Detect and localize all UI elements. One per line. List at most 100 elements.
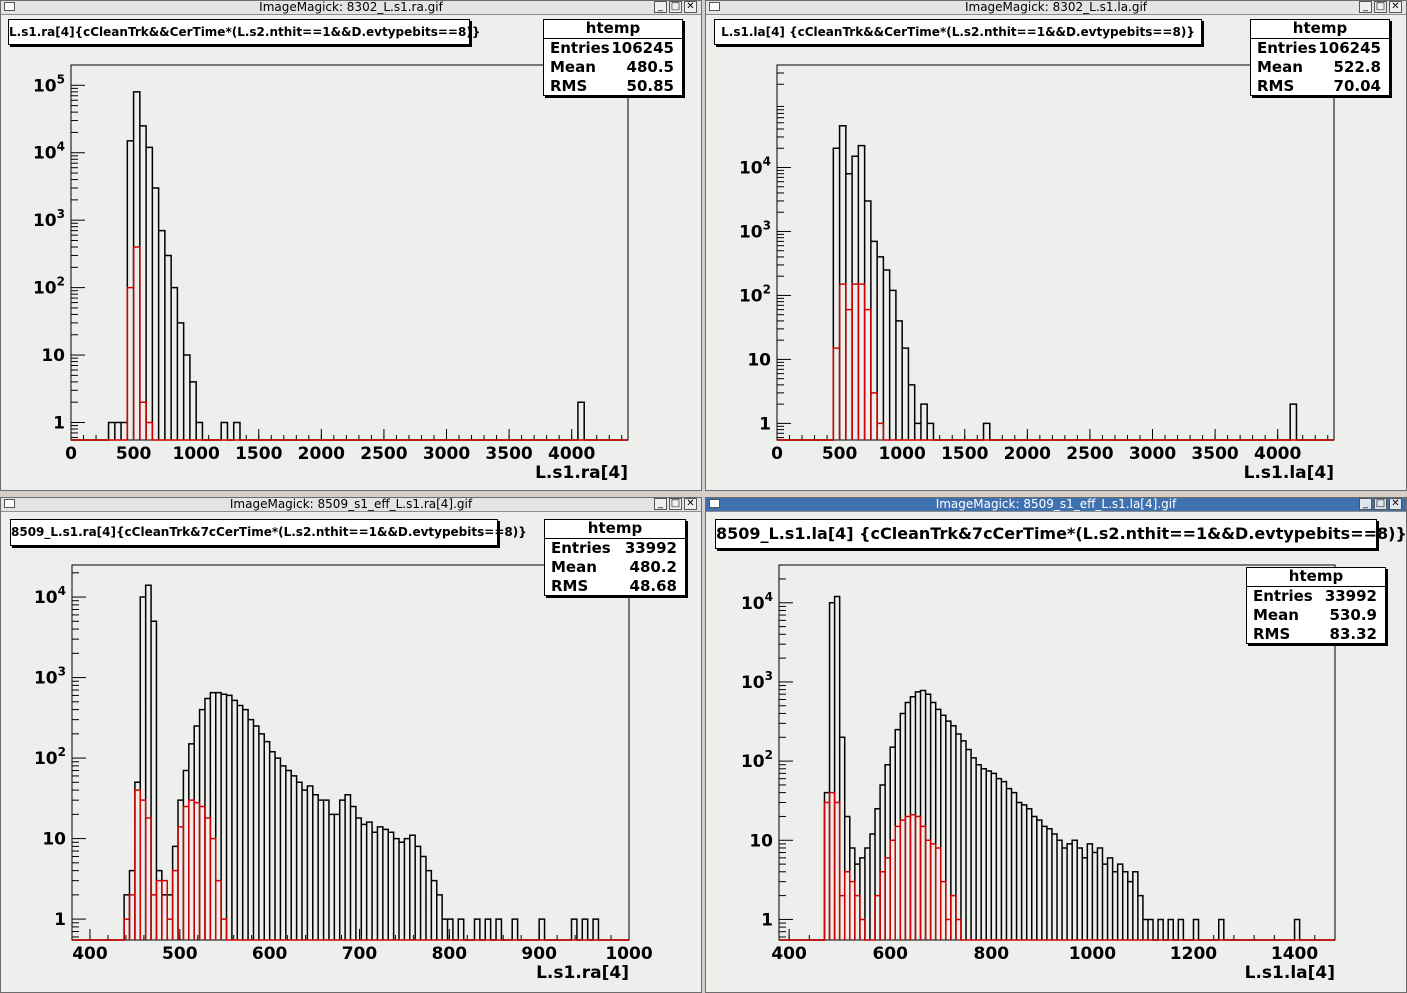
plot-title: L.s1.ra[4]{cCleanTrk&&CerTime*(L.s2.nthi…: [8, 19, 480, 45]
minimize-button[interactable]: _: [1359, 498, 1372, 510]
minimize-button[interactable]: _: [654, 498, 667, 510]
histogram-all-series: [779, 595, 1335, 941]
histogram-window-la-8302[interactable]: ImageMagick: 8302_L.s1.la.gif _ □ ✕ 0 500 1000…: [705, 0, 1407, 491]
stats-value: 70.04: [1333, 77, 1381, 95]
stats-header: htemp: [544, 20, 682, 39]
stats-value: 33992: [1324, 587, 1377, 605]
x-tick-label: 600: [252, 944, 288, 964]
stats-value: 106245: [1318, 39, 1381, 57]
stats-value: 106245: [611, 39, 674, 57]
stats-label: RMS: [550, 77, 588, 95]
window-title: ImageMagick: 8302_L.s1.ra.gif: [259, 0, 443, 14]
stats-box: htemp Entries 33992 Mean 480.2 RMS 48.68: [544, 519, 686, 596]
histogram-all-series: [777, 124, 1334, 441]
stats-value: 522.8: [1333, 58, 1381, 76]
stats-label: Mean: [550, 58, 596, 76]
y-tick-label: 104: [741, 590, 773, 614]
minimize-button[interactable]: _: [1359, 1, 1372, 13]
x-tick-label: 900: [521, 944, 557, 964]
close-button[interactable]: ✕: [684, 1, 697, 13]
stats-value: 530.9: [1329, 606, 1377, 624]
y-tick-label: 103: [741, 669, 773, 693]
x-tick-label: 700: [342, 944, 378, 964]
stats-box: htemp Entries 33992 Mean 530.9 RMS 83.32: [1246, 567, 1386, 644]
minimize-button[interactable]: _: [654, 1, 667, 13]
x-tick-label: 1400: [1271, 944, 1318, 964]
x-tick-label: 4000: [548, 444, 595, 464]
y-tick-label: 10: [42, 830, 66, 850]
stats-row: Mean 522.8: [1251, 58, 1389, 77]
close-button[interactable]: ✕: [1389, 1, 1402, 13]
y-tick-label: 103: [33, 207, 65, 231]
y-tick-label: 10: [41, 346, 65, 366]
window-menu-icon[interactable]: [709, 499, 720, 508]
histogram-plot: 400 600 800 1000 1200 1400 1 10 102 103 104 L.s1.la…: [741, 564, 1336, 983]
maximize-button[interactable]: □: [669, 1, 682, 13]
histogram-cut-series: [777, 283, 1334, 441]
window-title: ImageMagick: 8302_L.s1.la.gif: [964, 0, 1148, 14]
stats-row: RMS 83.32: [1247, 625, 1385, 644]
stats-row: Mean 530.9: [1247, 606, 1385, 625]
window-title: ImageMagick: 8509_s1_eff_L.s1.ra[4].gif: [229, 497, 473, 511]
histogram-cut-series: [71, 246, 628, 441]
x-tick-label: 1500: [941, 444, 988, 464]
stats-value: 480.5: [626, 58, 674, 76]
stats-row: Mean 480.5: [544, 58, 682, 77]
stats-label: RMS: [1253, 625, 1291, 643]
histogram-plot: 0 500 1000 1500 2000 2500 3000 3500 4000 1 10 102 10…: [33, 64, 629, 483]
stats-value: 50.85: [626, 77, 674, 95]
histogram-window-la-8509[interactable]: ImageMagick: 8509_s1_eff_L.s1.la[4].gif _…: [705, 497, 1407, 993]
stats-row: RMS 70.04: [1251, 77, 1389, 96]
y-tick-label: 104: [33, 140, 65, 164]
plot-title: 8509_L.s1.ra[4]{cCleanTrk&7cCerTime*(L.s…: [10, 519, 527, 546]
x-tick-label: 1200: [1170, 944, 1217, 964]
close-button[interactable]: ✕: [1389, 498, 1402, 510]
x-tick-label: 3000: [423, 444, 470, 464]
y-tick-label: 10: [749, 831, 773, 851]
stats-label: Entries: [1257, 39, 1317, 57]
x-axis-label: L.s1.la[4]: [1245, 963, 1335, 983]
maximize-button[interactable]: □: [1374, 1, 1387, 13]
stats-row: RMS 50.85: [544, 77, 682, 96]
x-tick-label: 2000: [298, 444, 345, 464]
y-tick-label: 10: [747, 350, 771, 370]
stats-header: htemp: [1247, 568, 1385, 587]
window-titlebar[interactable]: ImageMagick: 8302_L.s1.la.gif _ □ ✕: [706, 1, 1406, 15]
window-menu-icon[interactable]: [4, 2, 15, 11]
stats-label: RMS: [1257, 77, 1295, 95]
window-titlebar[interactable]: ImageMagick: 8302_L.s1.ra.gif _ □ ✕: [1, 1, 701, 15]
stats-row: Entries 106245: [1251, 39, 1389, 58]
y-tick-label: 1: [761, 910, 773, 930]
stats-label: Mean: [1253, 606, 1299, 624]
window-titlebar[interactable]: ImageMagick: 8509_s1_eff_L.s1.ra[4].gif _…: [1, 498, 701, 512]
histogram-window-ra-8302[interactable]: ImageMagick: 8302_L.s1.ra.gif _ □ ✕ 0 500 1000…: [0, 0, 702, 491]
histogram-cut-series: [72, 789, 629, 941]
close-button[interactable]: ✕: [684, 498, 697, 510]
y-tick-label: 102: [34, 745, 66, 769]
stats-label: Entries: [550, 39, 610, 57]
y-tick-label: 1: [53, 413, 65, 433]
stats-box: htemp Entries 106245 Mean 522.8 RMS 70.04: [1250, 19, 1390, 96]
stats-row: Entries 106245: [544, 39, 682, 58]
y-tick-label: 1: [54, 910, 66, 930]
plot-title: L.s1.la[4] {cCleanTrk&&CerTime*(L.s2.nth…: [714, 19, 1202, 45]
x-tick-label: 3500: [1191, 444, 1238, 464]
stats-header: htemp: [545, 520, 685, 539]
window-title: ImageMagick: 8509_s1_eff_L.s1.la[4].gif: [935, 497, 1177, 511]
histogram-plot: 0 500 1000 1500 2000 2500 3000 3500 4000 1 10 102 10…: [739, 64, 1335, 483]
x-tick-label: 800: [974, 944, 1010, 964]
histogram-window-ra-8509[interactable]: ImageMagick: 8509_s1_eff_L.s1.ra[4].gif _…: [0, 497, 702, 993]
maximize-button[interactable]: □: [669, 498, 682, 510]
window-menu-icon[interactable]: [709, 2, 720, 11]
plot-title: 8509_L.s1.la[4] {cCleanTrk&7cCerTime*(L.…: [715, 519, 1406, 549]
maximize-button[interactable]: □: [1374, 498, 1387, 510]
y-tick-label: 105: [33, 72, 65, 96]
y-tick-label: 102: [33, 275, 65, 299]
window-titlebar[interactable]: ImageMagick: 8509_s1_eff_L.s1.la[4].gif _…: [706, 498, 1406, 512]
plot-frame: [70, 64, 629, 441]
x-tick-label: 1000: [879, 444, 926, 464]
x-tick-label: 1000: [173, 444, 220, 464]
window-menu-icon[interactable]: [4, 499, 15, 508]
x-tick-label: 1000: [605, 944, 652, 964]
x-tick-label: 800: [432, 944, 468, 964]
